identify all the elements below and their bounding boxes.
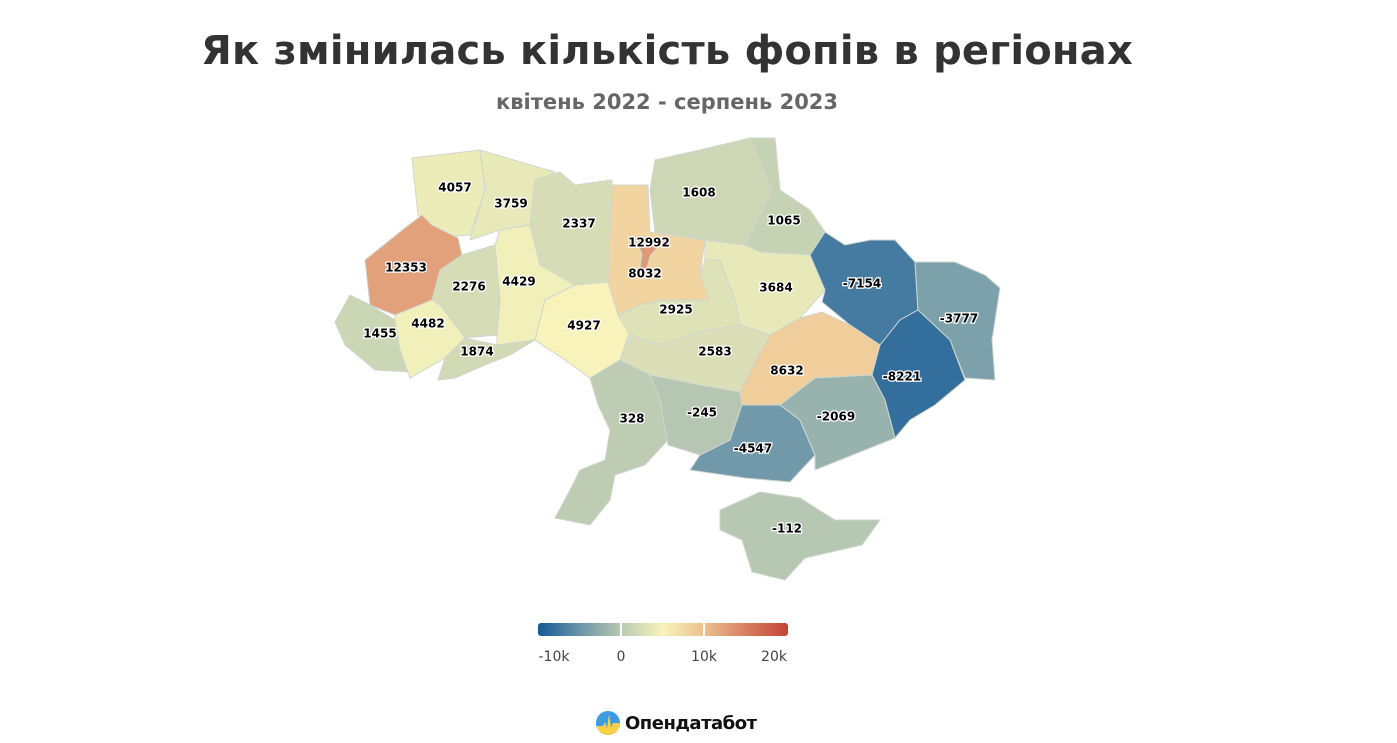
legend-tick-label: 0 bbox=[616, 649, 626, 665]
region-label: 1608 bbox=[682, 186, 715, 200]
region-label: 8632 bbox=[770, 364, 803, 378]
chart-title: Як змінилась кількість фопів в регіонах bbox=[201, 28, 1133, 74]
region-label: 1874 bbox=[460, 345, 493, 359]
legend-tick-label: 20k bbox=[761, 649, 787, 665]
chart-subtitle: квітень 2022 - серпень 2023 bbox=[495, 90, 839, 114]
region-label: 12353 bbox=[385, 261, 427, 275]
legend-tick-label: -10k bbox=[538, 649, 570, 665]
opendatabot-logo: Опендатабот bbox=[595, 710, 757, 736]
region-vinnytsia[interactable] bbox=[534, 281, 631, 379]
region-label: -3777 bbox=[940, 312, 978, 326]
region-label: 1065 bbox=[767, 214, 800, 228]
region-label: -2069 bbox=[817, 410, 855, 424]
region-label: 4057 bbox=[438, 181, 471, 195]
region-label: -4547 bbox=[734, 442, 772, 456]
logo-text: Опендатабот bbox=[625, 712, 757, 734]
legend-tick-label: 10k bbox=[691, 649, 717, 665]
region-crimea[interactable] bbox=[719, 491, 881, 581]
region-label: 3684 bbox=[759, 281, 792, 295]
region-label: 8032 bbox=[628, 267, 661, 281]
region-label: 3759 bbox=[494, 197, 527, 211]
region-label: 4927 bbox=[567, 319, 600, 333]
region-label: 4429 bbox=[502, 275, 535, 289]
region-label: -245 bbox=[687, 406, 717, 420]
legend-tick-mark bbox=[703, 623, 705, 636]
region-zaporizhzhia[interactable] bbox=[779, 374, 896, 471]
color-scale-bar bbox=[538, 623, 788, 636]
region-label: 1455 bbox=[363, 327, 396, 341]
opendatabot-logo-icon bbox=[596, 711, 620, 735]
region-label: 12992 bbox=[628, 236, 670, 250]
region-label: 328 bbox=[619, 412, 644, 426]
region-kyiv-city[interactable] bbox=[636, 235, 661, 273]
region-odesa[interactable] bbox=[554, 359, 669, 526]
region-label: 2583 bbox=[698, 345, 731, 359]
legend-tick-mark bbox=[620, 623, 622, 636]
region-label: -7154 bbox=[843, 277, 881, 291]
region-label: 2925 bbox=[659, 303, 692, 317]
region-label: 4482 bbox=[411, 317, 444, 331]
region-label: -8221 bbox=[883, 370, 921, 384]
region-label: -112 bbox=[772, 522, 802, 536]
region-label: 2337 bbox=[562, 217, 595, 231]
region-chernivtsi[interactable] bbox=[437, 337, 536, 381]
region-label: 2276 bbox=[452, 280, 485, 294]
